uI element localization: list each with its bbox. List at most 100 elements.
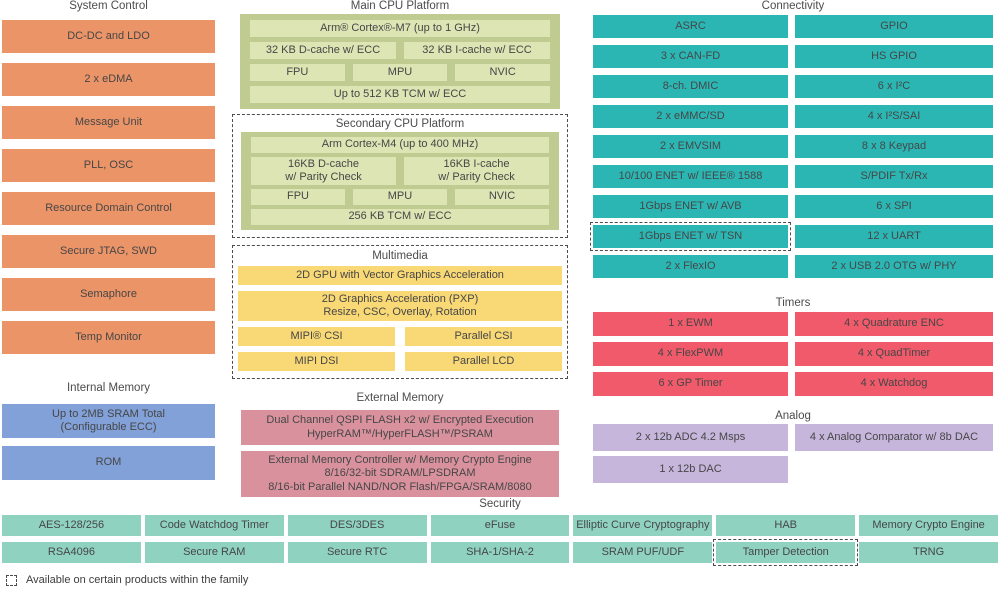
block-enet-tsn: 1Gbps ENET w/ TSN [590, 222, 791, 251]
block-dac: 1 x 12b DAC [593, 456, 788, 483]
block-resource-domain-control: Resource Domain Control [2, 192, 215, 225]
analog-grid: 2 x 12b ADC 4.2 Msps 4 x Analog Comparat… [593, 424, 993, 483]
block-flexio: 2 x FlexIO [593, 255, 788, 278]
block-emvsim: 2 x EMVSIM [593, 135, 788, 158]
block-des: DES/3DES [287, 515, 427, 536]
block-usb-otg: 2 x USB 2.0 OTG w/ PHY [795, 255, 993, 278]
block-spdif: S/PDIF Tx/Rx [795, 165, 993, 188]
secondary-cpu-title: Secondary CPU Platform [335, 118, 465, 130]
block-m7-tcm: Up to 512 KB TCM w/ ECC [250, 86, 550, 103]
internal-memory-list: Up to 2MB SRAM Total (Configurable ECC) … [2, 404, 215, 480]
multimedia-section: Multimedia 2D GPU with Vector Graphics A… [232, 245, 568, 379]
block-pxp: 2D Graphics Acceleration (PXP) Resize, C… [238, 291, 562, 321]
availability-footnote: Available on certain products within the… [6, 574, 248, 586]
block-tamper-detection: Tamper Detection [713, 539, 859, 566]
block-sram: Up to 2MB SRAM Total (Configurable ECC) [2, 404, 215, 438]
block-secure-jtag-swd: Secure JTAG, SWD [2, 235, 215, 268]
multimedia-title: Multimedia [372, 250, 428, 262]
block-m7-dcache: 32 KB D-cache w/ ECC [250, 42, 396, 59]
block-sram-puf: SRAM PUF/UDF [573, 542, 713, 563]
block-efuse: eFuse [430, 515, 570, 536]
block-pll-osc: PLL, OSC [2, 149, 215, 182]
block-spi: 6 x SPI [795, 195, 993, 218]
block-temp-monitor: Temp Monitor [2, 321, 215, 354]
block-m4-icache: 16KB I-cache w/ Parity Check [404, 157, 549, 185]
block-dcdc-ldo: DC-DC and LDO [2, 20, 215, 53]
block-secure-ram: Secure RAM [144, 542, 284, 563]
block-qspi-flash: Dual Channel QSPI FLASH x2 w/ Encrypted … [241, 410, 559, 445]
system-control-title: System Control [69, 0, 148, 12]
block-uart: 12 x UART [795, 225, 993, 248]
block-analog-comparator: 4 x Analog Comparator w/ 8b DAC [795, 424, 993, 451]
block-can-fd: 3 x CAN-FD [593, 45, 788, 68]
block-enet-avb: 1Gbps ENET w/ AVB [593, 195, 788, 218]
system-control-list: DC-DC and LDO 2 x eDMA Message Unit PLL,… [2, 20, 215, 354]
block-keypad: 8 x 8 Keypad [795, 135, 993, 158]
analog-title: Analog [775, 410, 811, 422]
block-semaphore: Semaphore [2, 278, 215, 311]
block-parallel-csi: Parallel CSI [405, 327, 562, 346]
block-asrc: ASRC [593, 15, 788, 38]
block-m4-dcache: 16KB D-cache w/ Parity Check [251, 157, 396, 185]
timers-grid: 1 x EWM 4 x Quadrature ENC 4 x FlexPWM 4… [593, 312, 993, 396]
block-external-memory-controller: External Memory Controller w/ Memory Cry… [241, 451, 559, 497]
block-mipi-dsi: MIPI DSI [238, 352, 395, 371]
main-cpu-title: Main CPU Platform [350, 0, 450, 12]
block-m7-nvic: NVIC [455, 64, 551, 81]
block-quadrature-enc: 4 x Quadrature ENC [795, 312, 993, 336]
block-code-watchdog-timer: Code Watchdog Timer [144, 515, 284, 536]
timers-title: Timers [775, 297, 811, 309]
block-2d-gpu: 2D GPU with Vector Graphics Acceleration [238, 266, 562, 285]
block-trng: TRNG [859, 542, 998, 563]
block-dmic: 8-ch. DMIC [593, 75, 788, 98]
block-sha: SHA-1/SHA-2 [430, 542, 570, 563]
cpu-column: Main CPU Platform Arm® Cortex®-M7 (up to… [232, 0, 568, 497]
dashed-availability-icon [6, 574, 17, 586]
main-cpu-platform: Arm® Cortex®-M7 (up to 1 GHz) 32 KB D-ca… [240, 14, 560, 109]
block-hab: HAB [716, 515, 856, 536]
block-emmc-sd: 2 x eMMC/SD [593, 105, 788, 128]
block-parallel-lcd: Parallel LCD [405, 352, 562, 371]
block-cortex-m4: Arm Cortex-M4 (up to 400 MHz) [251, 137, 549, 153]
block-adc: 2 x 12b ADC 4.2 Msps [593, 424, 788, 451]
block-ecc-crypto: Elliptic Curve Cryptography [573, 515, 713, 536]
internal-memory-title: Internal Memory [66, 382, 151, 394]
block-edma: 2 x eDMA [2, 63, 215, 96]
block-hs-gpio: HS GPIO [795, 45, 993, 68]
block-gp-timer: 6 x GP Timer [593, 372, 788, 396]
block-secure-rtc: Secure RTC [287, 542, 427, 563]
footnote-text: Available on certain products within the… [26, 574, 249, 586]
block-gpio: GPIO [795, 15, 993, 38]
block-m4-fpu: FPU [251, 189, 345, 205]
block-m4-mpu: MPU [353, 189, 447, 205]
block-m7-fpu: FPU [250, 64, 345, 81]
block-i2s-sai: 4 x I²S/SAI [795, 105, 993, 128]
connectivity-title: Connectivity [761, 0, 825, 12]
block-mipi-csi: MIPI® CSI [238, 327, 395, 346]
block-aes: AES-128/256 [2, 515, 141, 536]
block-rsa4096: RSA4096 [2, 542, 141, 563]
block-memory-crypto-engine: Memory Crypto Engine [859, 515, 998, 536]
secondary-cpu-box: Arm Cortex-M4 (up to 400 MHz) 16KB D-cac… [241, 132, 559, 230]
block-m4-tcm: 256 KB TCM w/ ECC [251, 209, 549, 225]
block-rom: ROM [2, 446, 215, 480]
connectivity-grid: ASRC GPIO 3 x CAN-FD HS GPIO 8-ch. DMIC … [590, 15, 993, 278]
block-quadtimer: 4 x QuadTimer [795, 342, 993, 366]
block-i2c: 6 x I²C [795, 75, 993, 98]
external-memory-list: Dual Channel QSPI FLASH x2 w/ Encrypted … [232, 410, 568, 497]
block-watchdog: 4 x Watchdog [795, 372, 993, 396]
security-grid: AES-128/256 Code Watchdog Timer DES/3DES… [2, 515, 998, 566]
block-m7-mpu: MPU [352, 64, 448, 81]
block-ewm: 1 x EWM [593, 312, 788, 336]
system-control-section: System Control DC-DC and LDO 2 x eDMA Me… [2, 0, 215, 480]
secondary-cpu-platform: Secondary CPU Platform Arm Cortex-M4 (up… [232, 114, 568, 238]
external-memory-title: External Memory [356, 392, 444, 404]
peripherals-column: Connectivity ASRC GPIO 3 x CAN-FD HS GPI… [590, 0, 993, 483]
block-flexpwm: 4 x FlexPWM [593, 342, 788, 366]
block-cortex-m7: Arm® Cortex®-M7 (up to 1 GHz) [250, 20, 550, 37]
block-enet-1588: 10/100 ENET w/ IEEE® 1588 [593, 165, 788, 188]
block-m4-nvic: NVIC [455, 189, 549, 205]
block-m7-icache: 32 KB I-cache w/ ECC [404, 42, 550, 59]
security-title: Security [479, 498, 521, 510]
